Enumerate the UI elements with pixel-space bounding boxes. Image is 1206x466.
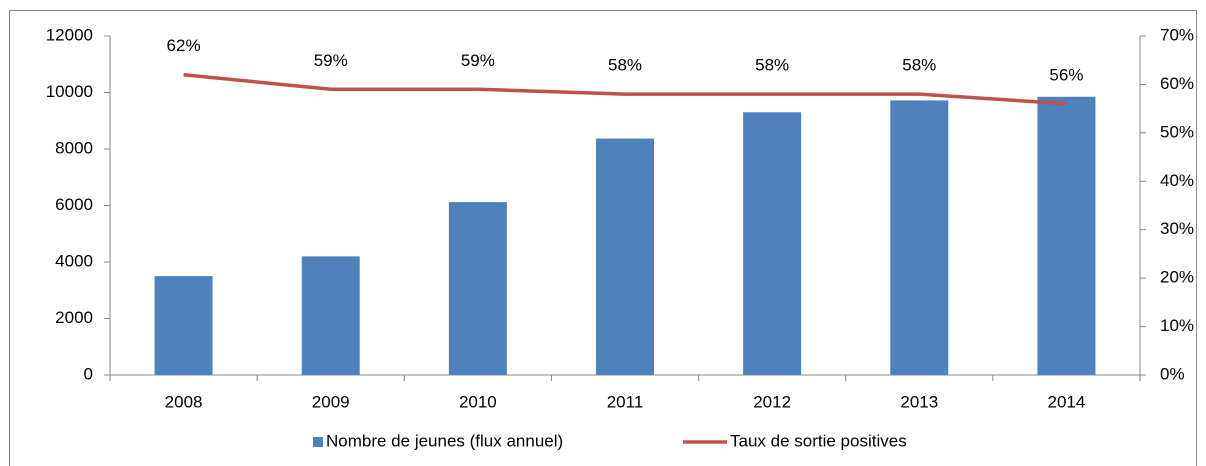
legend-label: Nombre de jeunes (flux annuel) xyxy=(326,431,563,450)
bar xyxy=(301,256,360,375)
y2-tick-label: 20% xyxy=(1160,268,1194,287)
y2-tick-label: 50% xyxy=(1160,122,1194,141)
y-tick-label: 6000 xyxy=(55,195,93,214)
line xyxy=(183,73,1067,106)
bar xyxy=(596,138,654,375)
chart-frame xyxy=(9,10,1197,466)
data-label: 59% xyxy=(314,51,348,70)
y-tick-label: 0 xyxy=(84,364,93,383)
bar xyxy=(448,202,507,375)
data-label: 62% xyxy=(167,36,201,55)
y2-tick-label: 40% xyxy=(1160,171,1194,190)
legend-label: Taux de sortie positives xyxy=(730,431,907,450)
y-tick-label: 8000 xyxy=(55,138,93,157)
bar xyxy=(890,100,949,375)
bar xyxy=(743,112,802,376)
x-tick-label: 2011 xyxy=(607,392,644,411)
x-tick-label: 2012 xyxy=(753,392,791,411)
y2-tick-label: 70% xyxy=(1160,25,1194,44)
y2-tick-label: 60% xyxy=(1160,74,1194,93)
data-label: 58% xyxy=(902,56,936,75)
data-label: 59% xyxy=(461,51,495,70)
y2-tick-label: 10% xyxy=(1160,316,1194,335)
y-tick-label: 12000 xyxy=(46,25,93,44)
x-tick-label: 2009 xyxy=(312,392,350,411)
y2-tick-label: 30% xyxy=(1160,219,1194,238)
x-tick-label: 2008 xyxy=(165,392,203,411)
x-tick-label: 2010 xyxy=(459,392,497,411)
bar xyxy=(154,276,213,375)
x-tick-label: 2014 xyxy=(1048,392,1086,411)
y2-tick-label: 0% xyxy=(1160,364,1185,383)
bar xyxy=(1037,96,1096,376)
y-tick-label: 4000 xyxy=(55,251,93,270)
y-tick-label: 10000 xyxy=(46,82,93,101)
data-label: 56% xyxy=(1049,65,1083,84)
data-label: 58% xyxy=(608,56,642,75)
y-tick-label: 2000 xyxy=(55,308,93,327)
x-tick-label: 2013 xyxy=(900,392,938,411)
data-label: 58% xyxy=(755,56,789,75)
legend-swatch xyxy=(313,437,323,447)
